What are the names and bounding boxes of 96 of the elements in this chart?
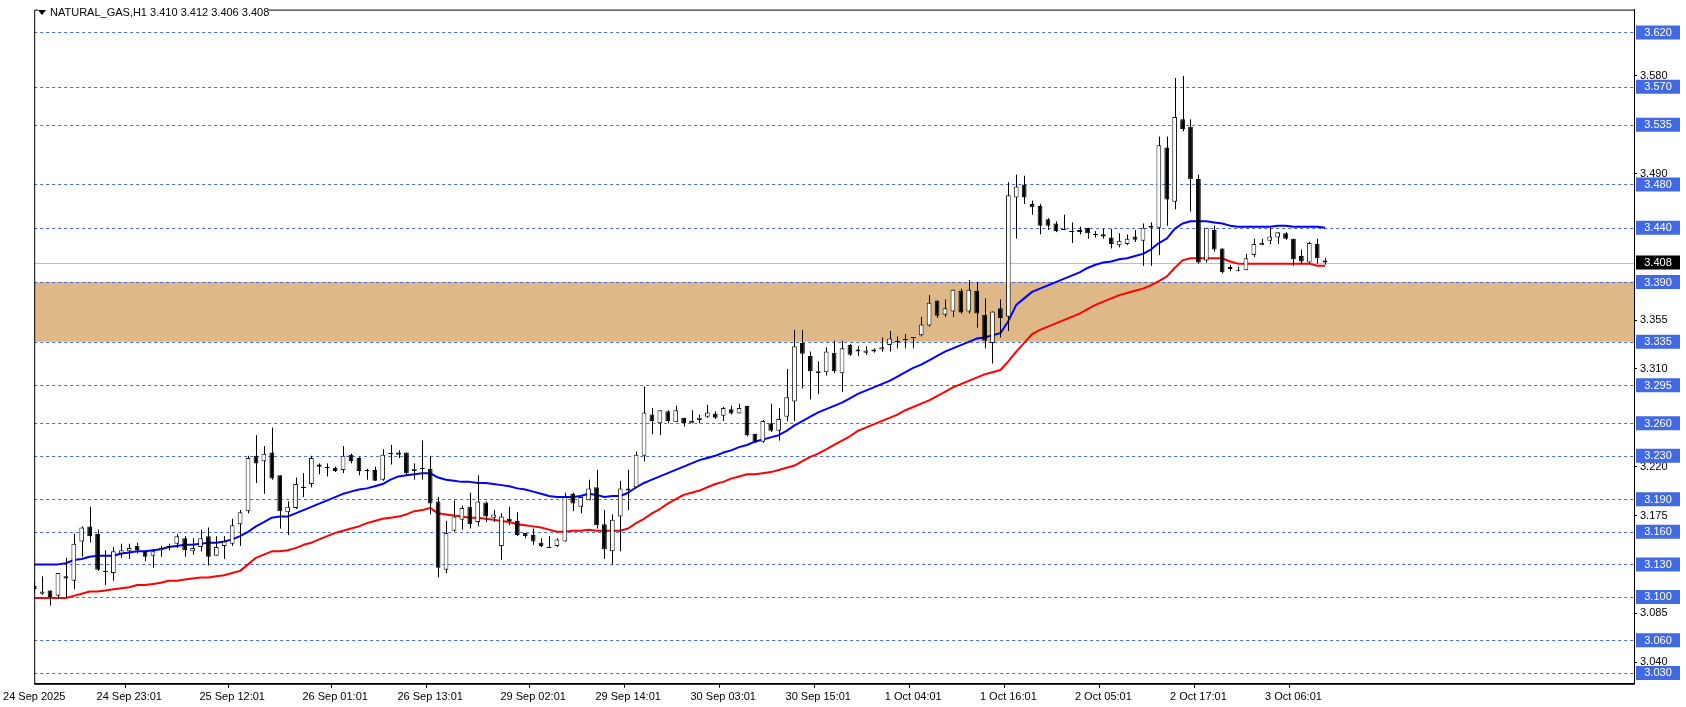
ref-line-label: 3.130 — [1644, 557, 1672, 570]
candlestick — [887, 330, 892, 353]
y-tick-label: 3.310 — [1640, 361, 1668, 374]
x-tick-label: 24 Sep 2025 — [3, 690, 66, 703]
candlestick — [768, 403, 774, 433]
candlestick — [784, 368, 789, 422]
candlestick — [894, 335, 901, 349]
candlestick — [1211, 225, 1217, 253]
candlestick — [902, 333, 909, 349]
candlestick — [261, 445, 267, 495]
candlestick — [79, 525, 85, 558]
ref-line-label: 3.190 — [1644, 492, 1672, 505]
candlestick — [570, 492, 576, 512]
ref-line-label: 3.440 — [1644, 221, 1672, 234]
candlestick — [807, 351, 813, 400]
ref-line-label: 3.295 — [1644, 378, 1672, 391]
candlestick — [657, 409, 663, 436]
y-tick-label: 3.220 — [1640, 459, 1668, 472]
x-tick-label: 1 Oct 16:01 — [979, 690, 1037, 703]
candlestick — [1219, 247, 1225, 274]
x-tick-label: 26 Sep 13:01 — [397, 690, 463, 703]
ref-line-label: 3.390 — [1644, 275, 1672, 288]
candlestick — [293, 477, 298, 510]
x-tick-label: 26 Sep 01:01 — [302, 690, 368, 703]
candlestick — [625, 469, 631, 511]
ref-line-label: 3.335 — [1644, 335, 1672, 348]
x-tick-label: 30 Sep 03:01 — [690, 690, 756, 703]
candlestick — [102, 549, 109, 586]
candlestick — [998, 298, 1003, 338]
ref-line-label: 3.260 — [1644, 416, 1672, 429]
candlestick — [1251, 238, 1257, 258]
x-tick-label: 25 Sep 12:01 — [199, 690, 265, 703]
candlestick — [380, 448, 386, 482]
ref-line-label: 3.535 — [1644, 118, 1672, 131]
ref-line-label: 3.160 — [1644, 525, 1672, 538]
candlestick — [918, 316, 924, 337]
candlestick — [1306, 241, 1312, 265]
candlestick — [958, 288, 964, 315]
candlestick — [150, 548, 156, 569]
x-tick-label: 24 Sep 23:01 — [96, 690, 162, 703]
candlestick — [776, 407, 782, 442]
candlestick — [229, 518, 235, 547]
candlestick — [419, 440, 426, 481]
candlestick — [1108, 228, 1114, 249]
candlestick — [111, 546, 116, 582]
x-tick-label: 3 Oct 06:01 — [1265, 690, 1322, 703]
candlestick — [602, 509, 607, 560]
ref-line-label: 3.570 — [1644, 80, 1672, 93]
ref-line-label: 3.230 — [1644, 449, 1672, 462]
candlestick — [475, 474, 481, 527]
candlestick — [198, 529, 203, 552]
candlestick — [467, 492, 473, 530]
candlestick — [1021, 175, 1027, 205]
x-tick-label: 1 Oct 04:01 — [884, 690, 942, 703]
candlestick — [1060, 214, 1067, 231]
candlestick — [1013, 174, 1019, 240]
x-tick-label: 2 Oct 17:01 — [1169, 690, 1227, 703]
ref-line-label: 3.408 — [1644, 256, 1672, 269]
candlestick — [1314, 238, 1320, 265]
candlestick — [285, 500, 291, 536]
y-tick-label: 3.580 — [1640, 68, 1668, 81]
candlestick — [514, 511, 520, 537]
candlestick — [459, 505, 465, 531]
candlestick — [221, 535, 227, 560]
candlestick — [300, 472, 307, 498]
candlestick — [926, 294, 932, 328]
candlestick — [1291, 238, 1296, 267]
candlestick — [800, 329, 805, 389]
ref-line-label: 3.060 — [1644, 633, 1672, 646]
candlestick — [324, 462, 331, 477]
y-tick-label: 3.490 — [1640, 166, 1668, 179]
candlestick — [910, 336, 917, 349]
candlestick — [387, 444, 394, 465]
ref-line-label: 3.620 — [1644, 25, 1672, 38]
ref-line-label: 3.100 — [1644, 590, 1672, 603]
candlestick — [760, 419, 766, 444]
candlestick — [1180, 75, 1185, 132]
x-tick-label: 2 Oct 05:01 — [1074, 690, 1132, 703]
y-tick-label: 3.085 — [1640, 606, 1668, 619]
candlestick — [87, 506, 93, 544]
x-tick-label: 30 Sep 15:01 — [785, 690, 851, 703]
ref-line-label: 3.030 — [1644, 666, 1672, 679]
candlestick — [823, 346, 829, 376]
y-tick-label: 3.355 — [1640, 313, 1668, 326]
x-tick-label: 29 Sep 02:01 — [500, 690, 566, 703]
candlestick — [483, 500, 488, 523]
chart-title: NATURAL_GAS,H1 3.410 3.412 3.406 3.408 — [50, 6, 270, 18]
y-tick-label: 3.040 — [1640, 655, 1668, 668]
y-tick-label: 3.175 — [1640, 508, 1668, 521]
candlestick — [966, 279, 972, 315]
candlestick — [1068, 221, 1075, 244]
candlestick — [182, 535, 188, 558]
x-tick-label: 29 Sep 14:01 — [595, 690, 661, 703]
candlestick — [206, 526, 211, 566]
candlestick — [974, 281, 980, 329]
ref-line-label: 3.480 — [1644, 177, 1672, 190]
